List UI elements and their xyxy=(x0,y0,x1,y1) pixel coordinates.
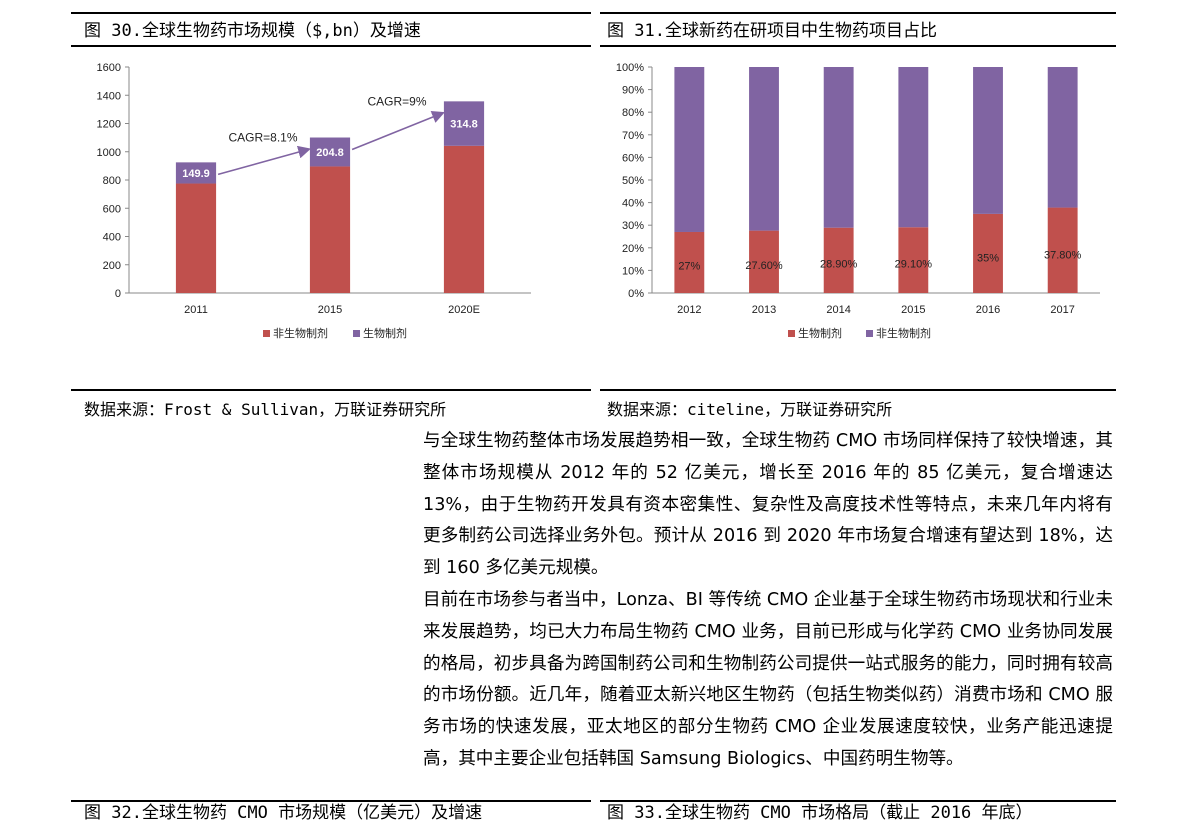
x-tick-label: 2020E xyxy=(448,304,480,316)
y-tick-label: 200 xyxy=(103,260,121,272)
y-tick-label: 0 xyxy=(115,288,121,300)
x-tick-label: 2016 xyxy=(976,304,1000,316)
bar-top-segment xyxy=(674,67,705,232)
y-tick-label: 30% xyxy=(622,220,644,232)
bar-top-segment xyxy=(1047,67,1078,208)
legend-label: 生物制剂 xyxy=(363,326,407,340)
y-tick-label: 1000 xyxy=(97,147,121,159)
y-tick-label: 800 xyxy=(103,175,121,187)
bar-data-label: 314.8 xyxy=(450,119,478,131)
title-rule-right xyxy=(600,45,1116,47)
legend-label: 非生物制剂 xyxy=(273,326,328,340)
cagr-arrow xyxy=(217,145,311,176)
figure31-source: 数据来源：citeline，万联证券研究所 xyxy=(607,400,893,419)
bar-data-label: 35% xyxy=(977,252,999,264)
bar-data-label: 204.8 xyxy=(316,147,344,159)
bar-bottom-segment xyxy=(443,145,485,293)
legend-swatch xyxy=(353,330,360,337)
bar-top-segment xyxy=(898,67,929,228)
bar-bottom-segment xyxy=(674,231,705,293)
bar-bottom-segment xyxy=(1047,207,1078,293)
x-tick-label: 2017 xyxy=(1050,304,1074,316)
cagr-annotation: CAGR=9% xyxy=(367,94,426,108)
bar-top-segment xyxy=(309,137,351,167)
y-tick-label: 70% xyxy=(622,130,644,142)
y-tick-label: 90% xyxy=(622,85,644,97)
legend-label: 生物制剂 xyxy=(798,326,842,340)
x-tick-label: 2014 xyxy=(826,304,850,316)
global-biologics-market-chart: 0 200 400 600 800 1000 1200 1400 1600 2011 2015 202… xyxy=(97,62,531,340)
y-tick-label: 50% xyxy=(622,175,644,187)
bar-top-segment xyxy=(443,101,485,146)
bar-top-segment xyxy=(823,67,854,228)
figure30-source: 数据来源：Frost & Sullivan，万联证券研究所 xyxy=(84,400,447,419)
bar-bottom-segment xyxy=(823,227,854,293)
bar-top-segment xyxy=(973,67,1003,214)
bar-data-label: 29.10% xyxy=(895,258,933,270)
y-tick-label: 600 xyxy=(103,203,121,215)
y-tick-label: 20% xyxy=(622,243,644,255)
bar-bottom-segment xyxy=(973,213,1003,293)
cagr-arrow xyxy=(351,111,445,151)
figure32-title: 图 32.全球生物药 CMO 市场规模（亿美元）及增速 xyxy=(84,803,483,823)
figure33-title: 图 33.全球生物药 CMO 市场格局（截止 2016 年底） xyxy=(607,803,1033,823)
y-tick-label: 1400 xyxy=(97,90,121,102)
biologics-pipeline-share-chart: 0% 10% 20% 30% 40% 50% 60% 70% 80% 90% 100% 2012 201… xyxy=(616,62,1100,340)
bar-data-label: 27% xyxy=(678,261,700,273)
x-tick-label: 2013 xyxy=(752,304,776,316)
bottom-rule-right xyxy=(600,800,1116,802)
bar-bottom-segment xyxy=(309,166,351,293)
x-tick-label: 2015 xyxy=(901,304,925,316)
bar-bottom-segment xyxy=(749,230,779,293)
title-rule-left xyxy=(71,45,591,47)
bar-data-label: 37.80% xyxy=(1044,250,1082,262)
cagr-annotation: CAGR=8.1% xyxy=(228,131,297,145)
x-tick-label: 2012 xyxy=(677,304,701,316)
bar-bottom-segment xyxy=(898,227,929,293)
source-rule-right xyxy=(600,389,1116,391)
bar-data-label: 149.9 xyxy=(182,168,210,180)
body-text: 与全球生物药整体市场发展趋势相一致，全球生物药 CMO 市场同样保持了较快增速，… xyxy=(423,426,1113,776)
body-paragraph-1: 与全球生物药整体市场发展趋势相一致，全球生物药 CMO 市场同样保持了较快增速，… xyxy=(423,431,1113,579)
y-tick-label: 1200 xyxy=(97,119,121,131)
y-tick-label: 10% xyxy=(622,265,644,277)
top-rule-left xyxy=(71,12,591,14)
bar-bottom-segment xyxy=(175,183,217,293)
bottom-rule-left xyxy=(71,800,591,802)
x-tick-label: 2011 xyxy=(184,304,208,316)
body-paragraph-2: 目前在市场参与者当中，Lonza、BI 等传统 CMO 企业基于全球生物药市场现… xyxy=(423,589,1113,769)
y-tick-label: 100% xyxy=(616,62,644,74)
bar-top-segment xyxy=(749,67,779,231)
bar-data-label: 27.60% xyxy=(745,260,783,272)
y-tick-label: 40% xyxy=(622,198,644,210)
y-tick-label: 400 xyxy=(103,232,121,244)
y-tick-label: 80% xyxy=(622,107,644,119)
legend-swatch xyxy=(866,330,873,337)
x-tick-label: 2015 xyxy=(318,304,342,316)
figure30-title: 图 30.全球生物药市场规模（$,bn）及增速 xyxy=(84,21,421,41)
legend-label: 非生物制剂 xyxy=(876,326,931,340)
legend-swatch xyxy=(263,330,270,337)
legend-swatch xyxy=(788,330,795,337)
bar-top-segment xyxy=(175,162,217,184)
bar-data-label: 28.90% xyxy=(820,259,858,271)
source-rule-left xyxy=(71,389,591,391)
y-tick-label: 1600 xyxy=(97,62,121,74)
y-tick-label: 60% xyxy=(622,152,644,164)
y-tick-label: 0% xyxy=(628,288,644,300)
top-rule-right xyxy=(600,12,1116,14)
figure31-title: 图 31.全球新药在研项目中生物药项目占比 xyxy=(607,21,937,41)
